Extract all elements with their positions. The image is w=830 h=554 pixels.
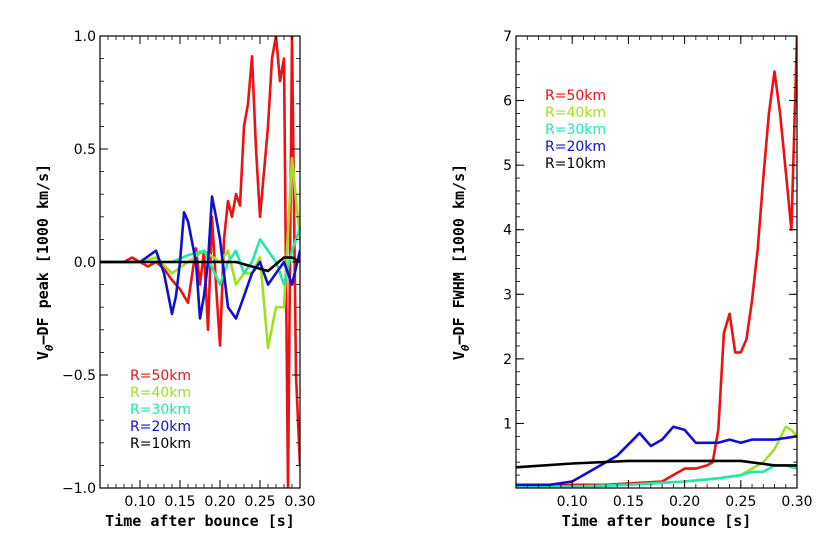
legend-entry: R=20km [130, 419, 191, 435]
x-tick-label: 0.20 [669, 494, 700, 510]
chart-panel-2: 0.10 0.15 0.20 0.25 0.30 1 2 3 4 5 6 7 Time after bo… [450, 29, 813, 530]
x-tick-label: 0.10 [124, 494, 155, 510]
y-axis-label: Vθ–DF peak [1000 km/s] [34, 164, 56, 360]
y-tick-label: 0.0 [74, 255, 96, 271]
y-tick-label: 1 [503, 416, 512, 432]
series-line-r-10km [100, 256, 300, 273]
y-tick-label: −0.5 [62, 368, 96, 384]
x-tick-label: 0.20 [204, 494, 235, 510]
legend-entry: R=50km [130, 368, 191, 384]
legend-entry: R=30km [130, 402, 191, 418]
x-tick-label: 0.30 [284, 494, 315, 510]
y-tick-label: 0.5 [74, 142, 96, 158]
y-tick-label: 2 [503, 352, 512, 368]
legend-entry: R=50km [545, 88, 606, 104]
y-tick-label: 5 [503, 158, 512, 174]
series-line-r-40km [100, 156, 300, 350]
series-line-r-50km [516, 36, 797, 488]
y-tick-label: 1.0 [74, 29, 96, 45]
series-line-r-40km [516, 425, 797, 488]
series-group [516, 36, 797, 488]
x-axis-label: Time after bounce [s] [562, 512, 752, 530]
series-line-r-20km [516, 425, 797, 487]
y-tick-label: 4 [503, 223, 512, 239]
y-tick-label: −1.0 [62, 481, 96, 497]
x-tick-label: 0.15 [613, 494, 644, 510]
x-tick-label: 0.25 [725, 494, 756, 510]
y-tick-label: 6 [503, 94, 512, 110]
x-tick-label: 0.15 [164, 494, 195, 510]
y-axis-label: Vθ–DF FWHM [1000 km/s] [450, 164, 472, 360]
series-line-r-20km [100, 195, 300, 320]
legend-entry: R=20km [545, 139, 606, 155]
legend-entry: R=30km [545, 122, 606, 138]
x-axis-label: Time after bounce [s] [105, 512, 295, 530]
legend-entry: R=10km [130, 436, 191, 452]
series-line-r-50km [100, 36, 300, 488]
series-line-r-10km [516, 459, 797, 469]
legend-entry: R=40km [130, 385, 191, 401]
x-tick-label: 0.10 [557, 494, 588, 510]
series-group [100, 36, 300, 488]
legend-entry: R=40km [545, 105, 606, 121]
x-tick-label: 0.30 [781, 494, 812, 510]
legend-entry: R=10km [545, 156, 606, 172]
x-tick-label: 0.25 [244, 494, 275, 510]
plot-frame [515, 35, 798, 489]
y-tick-label: 7 [503, 29, 512, 45]
y-tick-label: 3 [503, 287, 512, 303]
chart-panel-1: 0.10 0.15 0.20 0.25 0.30 −1.0 −0.5 0.0 0.5 1.0 Tim… [34, 29, 316, 530]
